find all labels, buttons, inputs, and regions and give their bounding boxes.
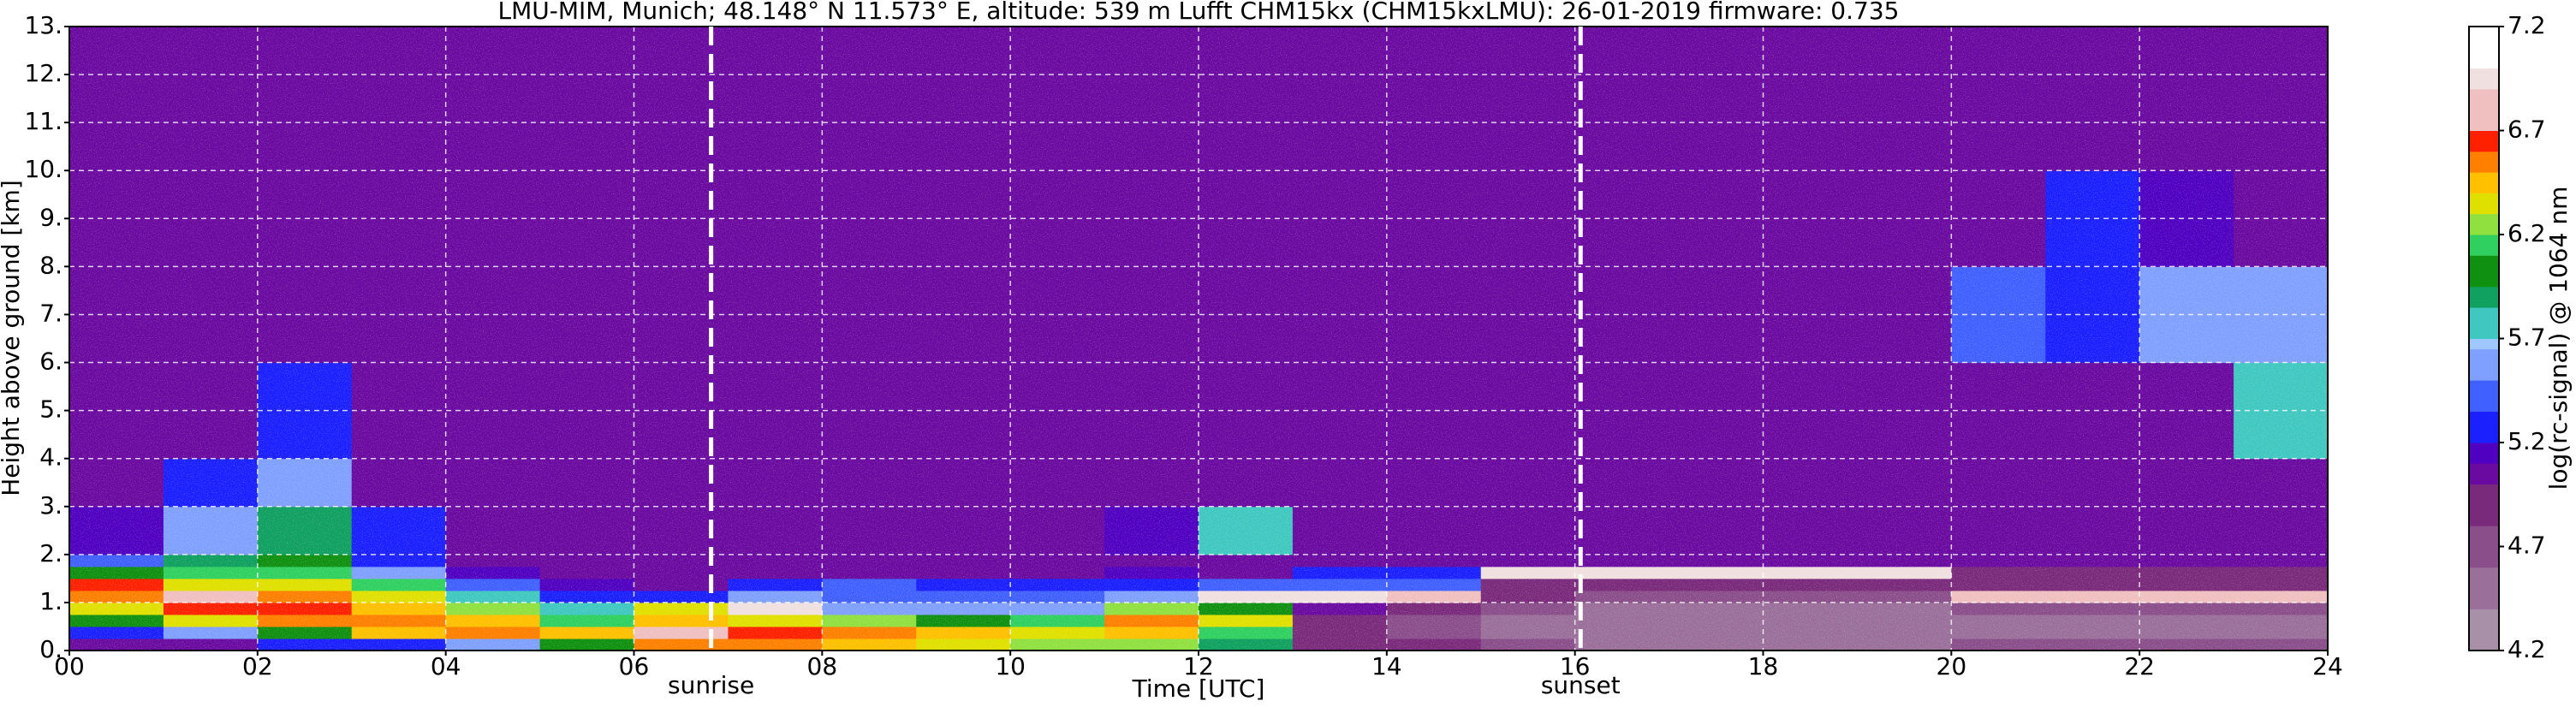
y-tick-label: 6.: [39, 348, 62, 376]
colorbar-segment: [2469, 213, 2499, 235]
y-tick-label: 4.: [39, 443, 62, 472]
colorbar-segment: [2469, 88, 2499, 131]
colorbar-segment: [2469, 255, 2499, 288]
x-tick-label: 00: [54, 652, 85, 680]
colorbar-segment: [2469, 151, 2499, 173]
y-tick-label: 8.: [39, 251, 62, 279]
y-tick-label: 3.: [39, 491, 62, 520]
colorbar-segment: [2469, 609, 2499, 651]
x-tick-label: 02: [242, 652, 273, 680]
annotation-label: sunrise: [668, 671, 754, 699]
y-tick-label: 10.: [24, 155, 62, 183]
colorbar-segment: [2469, 338, 2499, 350]
x-tick-label: 22: [2124, 652, 2155, 680]
colorbar-tick-label: 6.2: [2508, 219, 2546, 247]
colorbar-segment: [2469, 380, 2499, 413]
y-tick-label: 2.: [39, 539, 62, 567]
colorbar-tick-label: 4.7: [2508, 532, 2546, 560]
x-tick-label: 14: [1371, 652, 1402, 680]
colorbar-segment: [2469, 567, 2499, 609]
colorbar-segment: [2469, 27, 2499, 69]
x-axis-label: Time [UTC]: [1132, 674, 1265, 703]
colorbar-label: log(rc-signal) @ 1064 nm: [2544, 187, 2573, 490]
x-tick-label: 10: [995, 652, 1026, 680]
chart-title: LMU-MIM, Munich; 48.148° N 11.573° E, al…: [498, 0, 1900, 25]
y-tick-label: 9.: [39, 203, 62, 231]
colorbar-segment: [2469, 411, 2499, 443]
x-tick-label: 12: [1183, 652, 1214, 680]
colorbar-segment: [2469, 307, 2499, 339]
y-tick-label: 12.: [24, 59, 62, 87]
x-tick-label: 16: [1560, 652, 1591, 680]
x-tick-label: 04: [431, 652, 461, 680]
x-tick-label: 20: [1936, 652, 1967, 680]
colorbar-segment: [2469, 443, 2499, 464]
colorbar-tick-label: 4.2: [2508, 635, 2546, 663]
colorbar-segment: [2469, 172, 2499, 193]
x-tick-label: 06: [619, 652, 650, 680]
x-tick-label: 08: [807, 652, 838, 680]
x-tick-label: 18: [1748, 652, 1779, 680]
y-tick-label: 11.: [24, 107, 62, 135]
colorbar-segment: [2469, 130, 2499, 152]
y-tick-label: 0.: [39, 635, 62, 663]
y-tick-label: 7.: [39, 299, 62, 327]
colorbar-segment: [2469, 484, 2499, 526]
colorbar-tick-label: 7.2: [2508, 11, 2546, 39]
annotation-label: sunset: [1541, 671, 1621, 699]
colorbar-tick-label: 6.7: [2508, 116, 2546, 144]
colorbar-tick-label: 5.2: [2508, 427, 2546, 455]
y-axis-label: Height above ground [km]: [0, 180, 25, 496]
y-tick-label: 5.: [39, 395, 62, 424]
x-tick-label: 24: [2312, 652, 2343, 680]
colorbar-tick-label: 5.7: [2508, 324, 2546, 352]
colorbar-segment: [2469, 235, 2499, 256]
y-tick-label: 13.: [24, 11, 62, 39]
colorbar-segment: [2469, 348, 2499, 381]
y-tick-label: 1.: [39, 587, 62, 615]
colorbar-segment: [2469, 193, 2499, 215]
colorbar-segment: [2469, 286, 2499, 308]
colorbar-segment: [2469, 526, 2499, 568]
colorbar-segment: [2469, 463, 2499, 485]
colorbar-segment: [2469, 68, 2499, 90]
plot-frame: [68, 26, 2329, 651]
